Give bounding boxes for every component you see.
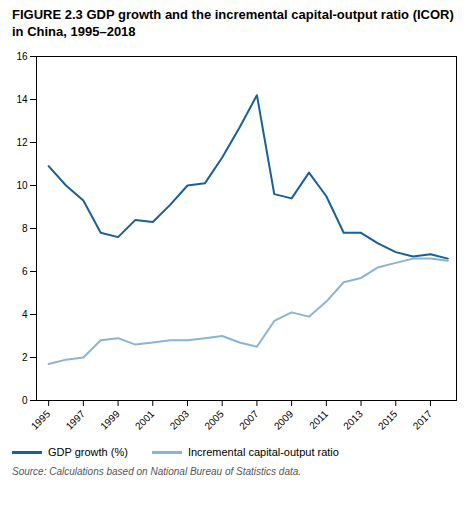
html-text:Source: Calculations based on: Source: Calculations based on National B… bbox=[12, 466, 302, 477]
svg-text:0: 0 bbox=[22, 395, 28, 406]
svg-text:2005: 2005 bbox=[202, 408, 226, 432]
html-text:Incremental capital-output rat: Incremental capital-output ratio bbox=[187, 446, 339, 458]
svg-text:16: 16 bbox=[16, 51, 28, 62]
svg-text:14: 14 bbox=[16, 94, 28, 105]
svg-text:1997: 1997 bbox=[64, 408, 88, 432]
svg-text:8: 8 bbox=[22, 223, 28, 234]
svg-text:10: 10 bbox=[16, 180, 28, 191]
svg-text:2: 2 bbox=[22, 352, 28, 363]
svg-text:6: 6 bbox=[22, 266, 28, 277]
svg-text:2003: 2003 bbox=[168, 408, 192, 432]
svg-text:2015: 2015 bbox=[376, 408, 400, 432]
svg-text:4: 4 bbox=[22, 309, 28, 320]
svg-text:1995: 1995 bbox=[29, 408, 53, 432]
svg-text:2001: 2001 bbox=[133, 408, 157, 432]
svg-text:2017: 2017 bbox=[411, 408, 435, 432]
svg-text:12: 12 bbox=[16, 137, 28, 148]
svg-text:2011: 2011 bbox=[307, 408, 330, 431]
svg-text:2009: 2009 bbox=[272, 408, 296, 432]
svg-text:2007: 2007 bbox=[237, 408, 261, 432]
html-text:GDP growth (%): GDP growth (%) bbox=[48, 446, 128, 458]
html-text:FIGURE 2.3 GDP growth and the: FIGURE 2.3 GDP growth and the incrementa… bbox=[12, 7, 454, 39]
svg-text:1999: 1999 bbox=[98, 408, 122, 432]
svg-text:2013: 2013 bbox=[341, 408, 365, 432]
